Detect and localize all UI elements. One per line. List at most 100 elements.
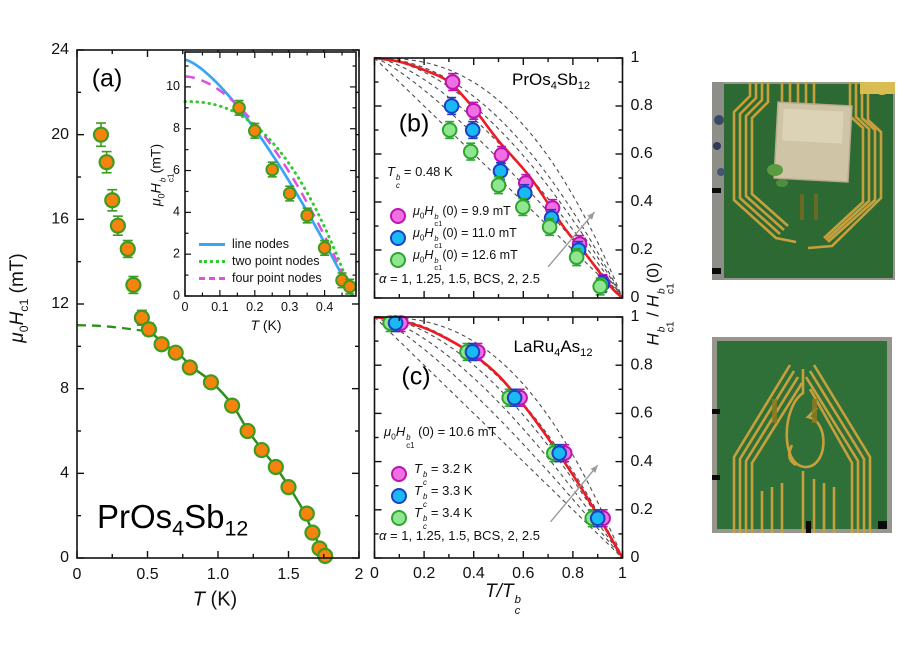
panel-c-h0-value: μ0H b c1 (0) = 10.6 mT [384,424,497,450]
svg-text:4: 4 [60,465,69,482]
alpha-model-curve [374,316,623,559]
data-point [387,315,404,331]
svg-text:0: 0 [370,565,379,582]
gold-traces [732,82,883,250]
data-point [589,510,606,527]
panel-a-inset: 0 2 4 6 8 10 0 0.1 0.2 0.3 0.4 [166,51,357,314]
svg-text:1: 1 [631,308,640,325]
svg-text:1.0: 1.0 [207,566,229,583]
panel-a-label: (a) [91,64,123,93]
data-point [444,74,461,90]
data-point [490,177,507,193]
magenta-marker [391,465,407,482]
svg-text:0: 0 [631,549,640,566]
alpha-model-curve [374,316,624,559]
data-point [92,126,110,143]
data-point [280,478,297,496]
data-point [202,374,220,391]
alpha-model-curve [374,316,623,559]
svg-text:0.8: 0.8 [631,97,653,114]
svg-text:0.4: 0.4 [631,193,653,210]
inset-xlabel: T (K) [250,317,282,333]
data-point [342,279,357,294]
two-point-nodes-swatch [199,259,225,263]
alpha-model-curve [374,316,623,559]
data-point [224,397,241,414]
data-point [247,124,262,138]
panel-bc-xlabel: T/T b c [485,581,521,618]
data-point [465,103,482,119]
four-point-nodes-swatch [199,276,225,280]
panel-c-plot: 00.20.40.60.810 0.2 0.4 0.6 0.8 1 [370,308,653,582]
data-point [492,163,509,179]
data-point [592,278,608,295]
svg-text:0.2: 0.2 [246,300,263,314]
svg-text:0.3: 0.3 [281,300,298,314]
panel-c-alpha-values: α = 1, 1.25, 1.5, BCS, 2, 2.5 [379,528,540,543]
svg-text:0: 0 [60,549,69,566]
data-point [551,445,568,461]
svg-text:0: 0 [173,288,180,302]
data-point [265,162,280,177]
panel-b-title: PrOs4Sb12 [512,69,590,93]
svg-text:8: 8 [60,380,69,397]
svg-text:0.6: 0.6 [631,145,653,162]
data-point [125,276,142,294]
svg-text:0.5: 0.5 [136,566,158,583]
panel-b-label: (b) [398,109,430,138]
panel-b-legend-row-3: μ0H b c1 (0) = 12.6 mT [390,248,518,272]
panel-b-legend-row-2: μ0H b c1 (0) = 11.0 mT [390,226,517,250]
sample-crystal [773,101,853,183]
inset-ylabel: μ0H b c1 (mT) [147,143,176,207]
data-point [568,249,585,266]
sample-photo-with-crystal [712,82,895,280]
line-nodes-swatch [199,242,225,246]
svg-text:0.1: 0.1 [211,300,228,314]
svg-text:0: 0 [631,289,640,306]
data-point [153,336,170,353]
data-point [515,199,531,215]
gold-traces [732,364,872,533]
data-point [304,524,321,541]
data-point [167,344,184,361]
panel-b-legend-row-1: μ0H b c1 (0) = 9.9 mT [390,204,511,228]
data-point [300,208,314,223]
svg-text:0.2: 0.2 [413,565,435,582]
alpha-model-curve [374,316,623,559]
svg-text:10: 10 [166,79,180,93]
data-point [282,186,297,201]
svg-text:0.2: 0.2 [631,241,653,258]
data-point [181,359,198,376]
data-point [104,192,121,209]
panel-a-title: PrOs4Sb12 [97,498,249,541]
data-series-green [441,120,608,296]
green-marker [390,251,406,268]
data-point [253,441,270,459]
sample-photo-bare-chip [712,337,892,533]
panel-a-xlabel: T (K) [192,588,238,611]
scale-mark [712,188,721,193]
svg-text:0: 0 [73,566,82,583]
svg-text:0.2: 0.2 [631,501,653,518]
panel-c-label: (c) [401,362,431,391]
blue-marker [390,229,406,246]
inset-legend-line-nodes: line nodes [199,237,289,251]
data-point [464,344,481,360]
svg-text:0.8: 0.8 [631,356,653,373]
svg-text:0.4: 0.4 [631,453,653,470]
inset-legend-two-point-nodes: two point nodes [199,254,320,268]
data-point [506,389,523,406]
hc1-data-series [92,122,334,564]
data-point [109,217,126,234]
svg-text:24: 24 [51,41,69,58]
data-point [133,309,150,326]
data-point [464,122,481,138]
data-point [140,321,158,338]
blue-marker [391,487,407,504]
